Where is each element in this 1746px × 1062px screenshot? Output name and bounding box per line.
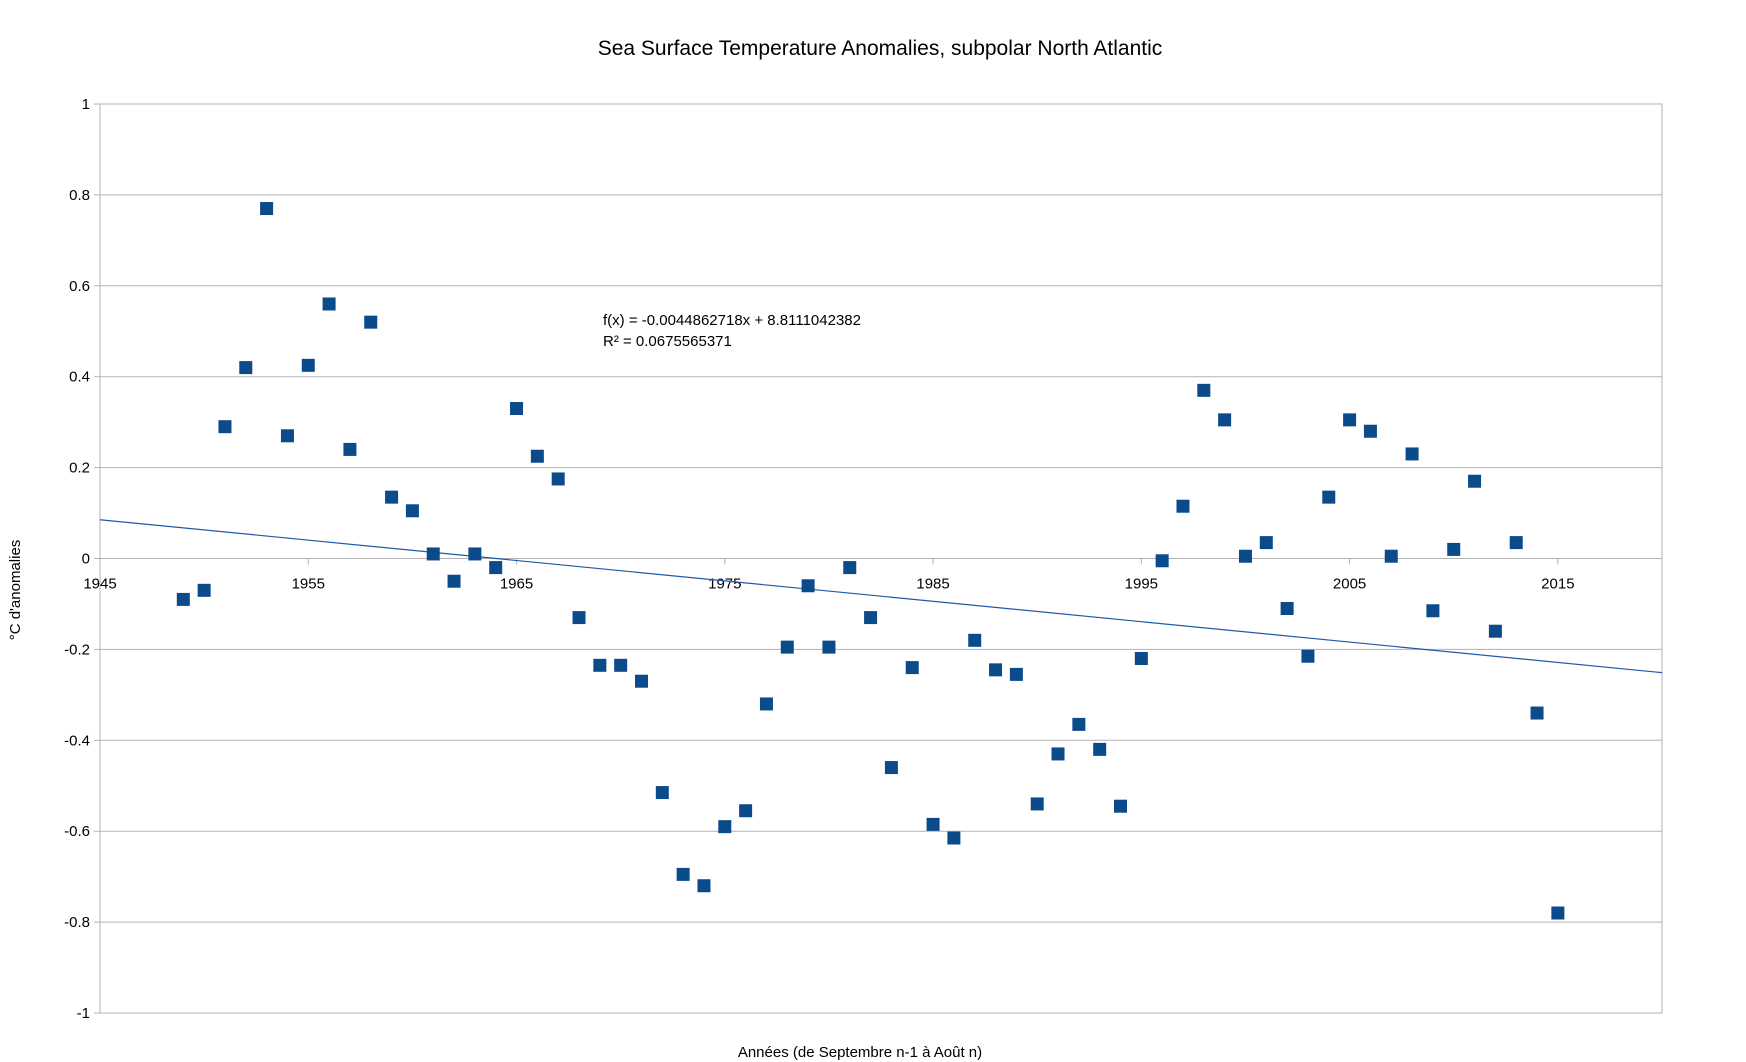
data-point — [864, 611, 878, 625]
data-point — [572, 611, 586, 625]
data-point — [614, 658, 628, 672]
data-point — [1093, 742, 1107, 756]
x-tick-label: 1965 — [500, 576, 533, 593]
data-point — [1238, 549, 1252, 563]
data-point — [1343, 413, 1357, 427]
data-point — [1030, 797, 1044, 811]
trendline — [99, 519, 1663, 674]
trendline-r-squared: R² = 0.0675565371 — [603, 333, 732, 350]
data-point — [1280, 601, 1294, 615]
data-point — [926, 817, 940, 831]
y-tick-label: -0.4 — [64, 732, 90, 749]
data-point — [197, 583, 211, 597]
data-point — [1009, 667, 1023, 681]
y-tick-label: 0.4 — [69, 369, 90, 386]
y-tick-label: -0.6 — [64, 823, 90, 840]
data-point — [843, 561, 857, 575]
data-point — [1363, 424, 1377, 438]
data-point — [905, 661, 919, 675]
data-point — [1405, 447, 1419, 461]
y-tick-label: 1 — [82, 96, 90, 113]
data-point — [676, 867, 690, 881]
data-point — [447, 574, 461, 588]
data-point — [1426, 604, 1440, 618]
data-point — [260, 202, 274, 216]
data-point — [301, 358, 315, 372]
data-point — [364, 315, 378, 329]
data-point — [780, 640, 794, 654]
data-point — [405, 504, 419, 518]
x-tick-label: 1995 — [1125, 576, 1158, 593]
data-point — [239, 361, 253, 375]
data-point — [801, 579, 815, 593]
x-tick-label: 1975 — [708, 576, 741, 593]
data-point — [1197, 383, 1211, 397]
y-tick-label: -0.8 — [64, 914, 90, 931]
data-point — [968, 633, 982, 647]
data-point — [1259, 536, 1273, 550]
data-point — [385, 490, 399, 504]
gridlines — [100, 103, 1662, 1014]
data-point — [759, 697, 773, 711]
y-tick-label: 0.2 — [69, 460, 90, 477]
data-point — [1447, 542, 1461, 556]
data-point — [530, 449, 544, 463]
data-point — [884, 761, 898, 775]
data-point — [1468, 474, 1482, 488]
data-point — [947, 831, 961, 845]
data-point — [593, 658, 607, 672]
data-point — [1134, 651, 1148, 665]
data-point — [218, 420, 232, 434]
data-point — [634, 674, 648, 688]
data-point — [1551, 906, 1565, 920]
data-point — [1488, 624, 1502, 638]
data-point — [322, 297, 336, 311]
x-tick-label: 1985 — [916, 576, 949, 593]
data-point — [1176, 499, 1190, 513]
data-point — [1301, 649, 1315, 663]
data-point — [468, 547, 482, 561]
data-point — [989, 663, 1003, 677]
x-tick-label: 1955 — [292, 576, 325, 593]
data-point — [489, 561, 503, 575]
data-point — [1218, 413, 1232, 427]
x-tick-label: 2015 — [1541, 576, 1574, 593]
data-point — [1384, 549, 1398, 563]
data-point — [1509, 536, 1523, 550]
trendline-equation: f(x) = -0.0044862718x + 8.8111042382 — [603, 312, 861, 329]
y-tick-label: 0 — [82, 551, 90, 568]
data-point — [718, 820, 732, 834]
data-point — [1072, 717, 1086, 731]
x-axis-ticks: 1945 1955 1965 1975 1985 1995 2005 2015 — [83, 558, 1662, 593]
y-tick-label: -0.2 — [64, 641, 90, 658]
y-tick-label: 0.8 — [69, 187, 90, 204]
data-point — [1322, 490, 1336, 504]
data-point — [280, 429, 294, 443]
data-point — [697, 879, 711, 893]
data-points — [176, 202, 1565, 920]
data-point — [739, 804, 753, 818]
data-point — [1051, 747, 1065, 761]
data-point — [510, 402, 524, 416]
chart-title: Sea Surface Temperature Anomalies, subpo… — [598, 37, 1163, 60]
data-point — [551, 472, 565, 486]
x-tick-label: 2005 — [1333, 576, 1366, 593]
y-tick-label: -1 — [77, 1005, 90, 1022]
data-point — [343, 442, 357, 456]
data-point — [426, 547, 440, 561]
data-point — [1530, 706, 1544, 720]
y-axis-ticks: 1 0.8 0.6 0.4 0.2 0 -0.2 -0.4 -0.6 -0.8 -1 — [64, 96, 100, 1022]
data-point — [655, 786, 669, 800]
x-tick-label: 1945 — [83, 576, 116, 593]
data-point — [1155, 554, 1169, 568]
y-axis-label: °C d'anomalies — [7, 540, 24, 641]
x-axis-label: Années (de Septembre n-1 à Août n) — [738, 1044, 982, 1061]
y-tick-label: 0.6 — [69, 278, 90, 295]
data-point — [822, 640, 836, 654]
data-point — [1114, 799, 1128, 813]
data-point — [176, 592, 190, 606]
